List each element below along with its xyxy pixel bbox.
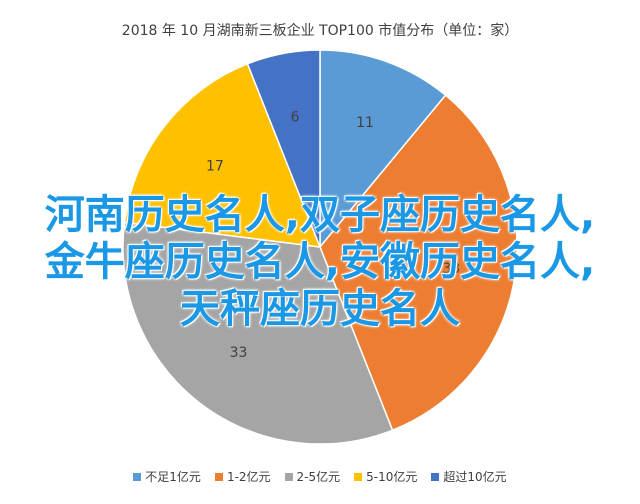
legend-swatch bbox=[133, 472, 142, 481]
data-label-2: 33 bbox=[442, 261, 460, 277]
pie-slice-1 bbox=[319, 49, 447, 250]
pie-slice-3 bbox=[122, 221, 394, 445]
legend-item-3: 2-5亿元 bbox=[284, 468, 341, 485]
legend-item-1: 不足1亿元 bbox=[133, 468, 201, 485]
pie-slices bbox=[122, 49, 518, 445]
legend-item-5: 超过10亿元 bbox=[431, 468, 507, 485]
legend-label: 2-5亿元 bbox=[296, 470, 341, 484]
overlay-text: 河南历史名人,双子座历史名人, 金牛座历史名人,安徽历史名人, 天秤座历史名人 bbox=[0, 192, 640, 333]
data-label-1: 11 bbox=[356, 115, 374, 131]
chart-title: 2018 年 10 月湖南新三板企业 TOP100 市值分布（单位：家） bbox=[121, 23, 519, 39]
legend-swatch bbox=[431, 472, 440, 481]
legend-label: 1-2亿元 bbox=[226, 470, 271, 484]
pie-slice-4 bbox=[123, 62, 322, 248]
data-label-3: 33 bbox=[230, 345, 248, 361]
legend-label: 5-10亿元 bbox=[366, 470, 418, 484]
data-label-4: 17 bbox=[206, 158, 224, 174]
legend-swatch bbox=[354, 472, 363, 481]
chart-legend: 不足1亿元 1-2亿元 2-5亿元 5-10亿元 超过10亿元 bbox=[0, 468, 640, 485]
pie-data-labels: 11 33 33 17 6 bbox=[206, 109, 460, 361]
legend-item-2: 1-2亿元 bbox=[214, 468, 271, 485]
legend-item-4: 5-10亿元 bbox=[354, 468, 417, 485]
legend-label: 超过10亿元 bbox=[443, 470, 507, 484]
pie-slice-2 bbox=[319, 94, 518, 432]
legend-swatch bbox=[284, 472, 293, 481]
overlay-line-2: 金牛座历史名人,安徽历史名人, bbox=[44, 239, 596, 285]
data-label-5: 6 bbox=[291, 109, 300, 125]
pie-slice-5 bbox=[246, 49, 321, 248]
overlay-line-3: 天秤座历史名人 bbox=[180, 286, 460, 332]
overlay-line-1: 河南历史名人,双子座历史名人, bbox=[44, 192, 596, 238]
legend-label: 不足1亿元 bbox=[145, 470, 201, 484]
legend-swatch bbox=[214, 472, 223, 481]
